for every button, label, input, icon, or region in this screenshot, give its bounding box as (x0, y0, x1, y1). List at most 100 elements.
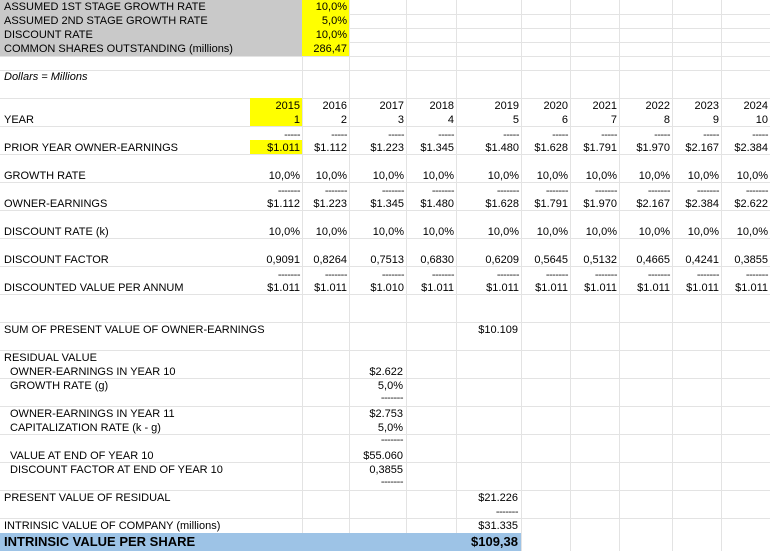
year-number-cell[interactable]: 1 (293, 114, 300, 126)
growth-rate-cell[interactable]: 10,0% (585, 170, 617, 182)
prior-earnings-cell[interactable]: $1.345 (420, 142, 454, 154)
df-y10-label[interactable]: DISCOUNT FACTOR AT END OF YEAR 10 (10, 464, 223, 476)
owner-earnings-cell[interactable]: $1.112 (267, 198, 300, 210)
oe-y11-value[interactable]: $2.753 (369, 408, 403, 420)
prior-earnings-cell[interactable]: $1.480 (485, 142, 519, 154)
row-label-growth[interactable]: GROWTH RATE (4, 170, 86, 182)
prior-earnings-cell[interactable]: $1.628 (534, 142, 568, 154)
pv-res-label[interactable]: PRESENT VALUE OF RESIDUAL (4, 492, 171, 504)
discount-rate-cell[interactable]: 10,0% (638, 226, 670, 238)
row-label-year[interactable]: YEAR (4, 114, 34, 126)
discount-factor-cell[interactable]: 0,5645 (534, 254, 568, 266)
year-cell[interactable]: 2021 (592, 100, 617, 112)
discount-factor-cell[interactable]: 0,6830 (420, 254, 454, 266)
discount-factor-cell[interactable]: 0,3855 (734, 254, 768, 266)
year-number-cell[interactable]: 8 (663, 114, 670, 126)
assumption-3-label[interactable]: DISCOUNT RATE (4, 29, 93, 41)
growth-rate-cell[interactable]: 10,0% (536, 170, 568, 182)
iv-share-value[interactable]: $109,38 (471, 534, 518, 549)
discount-rate-cell[interactable]: 10,0% (585, 226, 617, 238)
year-cell[interactable]: 2022 (645, 100, 670, 112)
discount-rate-cell[interactable]: 10,0% (372, 226, 404, 238)
prior-earnings-cell[interactable]: $1.112 (314, 142, 347, 154)
year-cell[interactable]: 2019 (494, 100, 519, 112)
row-label-discount-rate[interactable]: DISCOUNT RATE (k) (4, 226, 109, 238)
oe-y10-value[interactable]: $2.622 (369, 366, 403, 378)
discounted-value-cell[interactable]: $1.011 (686, 282, 719, 294)
discount-rate-cell[interactable]: 10,0% (736, 226, 768, 238)
owner-earnings-cell[interactable]: $1.791 (534, 198, 568, 210)
discounted-value-cell[interactable]: $1.011 (735, 282, 768, 294)
sum-pv-value[interactable]: $10.109 (478, 324, 518, 336)
discount-rate-cell[interactable]: 10,0% (315, 226, 347, 238)
year-cell[interactable]: 2015 (275, 100, 300, 112)
oe-y10-label[interactable]: OWNER-EARNINGS IN YEAR 10 (10, 366, 176, 378)
year-number-cell[interactable]: 5 (512, 114, 519, 126)
owner-earnings-cell[interactable]: $1.970 (583, 198, 617, 210)
units-note[interactable]: Dollars = Millions (4, 71, 88, 83)
cap-value[interactable]: 5,0% (377, 422, 403, 434)
owner-earnings-cell[interactable]: $1.480 (420, 198, 454, 210)
discounted-value-cell[interactable]: $1.010 (370, 282, 404, 294)
prior-earnings-cell[interactable]: $1.970 (636, 142, 670, 154)
discounted-value-cell[interactable]: $1.011 (421, 282, 454, 294)
discount-rate-cell[interactable]: 10,0% (687, 226, 719, 238)
prior-earnings-cell[interactable]: $1.791 (583, 142, 617, 154)
discount-rate-cell[interactable]: 10,0% (422, 226, 454, 238)
row-label-discounted[interactable]: DISCOUNTED VALUE PER ANNUM (4, 282, 184, 294)
growth-rate-cell[interactable]: 10,0% (736, 170, 768, 182)
discount-factor-cell[interactable]: 0,6209 (485, 254, 519, 266)
assumption-1-value[interactable]: 10,0% (315, 1, 347, 13)
discounted-value-cell[interactable]: $1.011 (637, 282, 670, 294)
growth-rate-cell[interactable]: 10,0% (315, 170, 347, 182)
owner-earnings-cell[interactable]: $1.223 (313, 198, 347, 210)
year-cell[interactable]: 2020 (543, 100, 568, 112)
prior-earnings-cell[interactable]: $2.167 (685, 142, 719, 154)
val-y10-value[interactable]: $55.060 (363, 450, 403, 462)
sum-pv-label[interactable]: SUM OF PRESENT VALUE OF OWNER-EARNINGS (4, 324, 265, 336)
year-number-cell[interactable]: 9 (712, 114, 719, 126)
assumption-1-label[interactable]: ASSUMED 1ST STAGE GROWTH RATE (4, 1, 206, 13)
year-number-cell[interactable]: 2 (340, 114, 347, 126)
growth-rate-cell[interactable]: 10,0% (268, 170, 300, 182)
assumption-4-value[interactable]: 286,47 (313, 43, 347, 55)
assumption-4-label[interactable]: COMMON SHARES OUTSTANDING (millions) (4, 43, 233, 55)
owner-earnings-cell[interactable]: $2.622 (734, 198, 768, 210)
year-cell[interactable]: 2023 (694, 100, 719, 112)
assumption-2-value[interactable]: 5,0% (321, 15, 347, 27)
discount-factor-cell[interactable]: 0,9091 (266, 254, 300, 266)
owner-earnings-cell[interactable]: $2.167 (636, 198, 670, 210)
discount-factor-cell[interactable]: 0,7513 (370, 254, 404, 266)
year-cell[interactable]: 2018 (429, 100, 454, 112)
oe-y11-label[interactable]: OWNER-EARNINGS IN YEAR 11 (10, 408, 175, 420)
residual-label[interactable]: RESIDUAL VALUE (4, 352, 97, 364)
owner-earnings-cell[interactable]: $1.345 (370, 198, 404, 210)
growth-rate-cell[interactable]: 10,0% (487, 170, 519, 182)
iv-share-label[interactable]: INTRINSIC VALUE PER SHARE (4, 534, 196, 549)
discount-factor-cell[interactable]: 0,4665 (636, 254, 670, 266)
discount-factor-cell[interactable]: 0,4241 (685, 254, 719, 266)
val-y10-label[interactable]: VALUE AT END OF YEAR 10 (10, 450, 154, 462)
year-cell[interactable]: 2016 (322, 100, 347, 112)
discount-factor-cell[interactable]: 0,5132 (583, 254, 617, 266)
row-label-owner[interactable]: OWNER-EARNINGS (4, 198, 108, 210)
year-number-cell[interactable]: 6 (561, 114, 568, 126)
discount-rate-cell[interactable]: 10,0% (536, 226, 568, 238)
pv-res-value[interactable]: $21.226 (478, 492, 518, 504)
year-number-cell[interactable]: 7 (610, 114, 617, 126)
assumption-2-label[interactable]: ASSUMED 2ND STAGE GROWTH RATE (4, 15, 208, 27)
discount-rate-cell[interactable]: 10,0% (268, 226, 300, 238)
growth-rate-cell[interactable]: 10,0% (638, 170, 670, 182)
year-number-cell[interactable]: 10 (755, 114, 768, 126)
cap-label[interactable]: CAPITALIZATION RATE (k - g) (10, 422, 161, 434)
growth-rate-cell[interactable]: 10,0% (372, 170, 404, 182)
prior-earnings-cell[interactable]: $2.384 (734, 142, 768, 154)
g-value[interactable]: 5,0% (377, 380, 403, 392)
year-cell[interactable]: 2024 (743, 100, 768, 112)
year-number-cell[interactable]: 3 (397, 114, 404, 126)
year-number-cell[interactable]: 4 (447, 114, 454, 126)
discount-rate-cell[interactable]: 10,0% (487, 226, 519, 238)
owner-earnings-cell[interactable]: $1.628 (485, 198, 519, 210)
iv-company-label[interactable]: INTRINSIC VALUE OF COMPANY (millions) (4, 520, 221, 532)
